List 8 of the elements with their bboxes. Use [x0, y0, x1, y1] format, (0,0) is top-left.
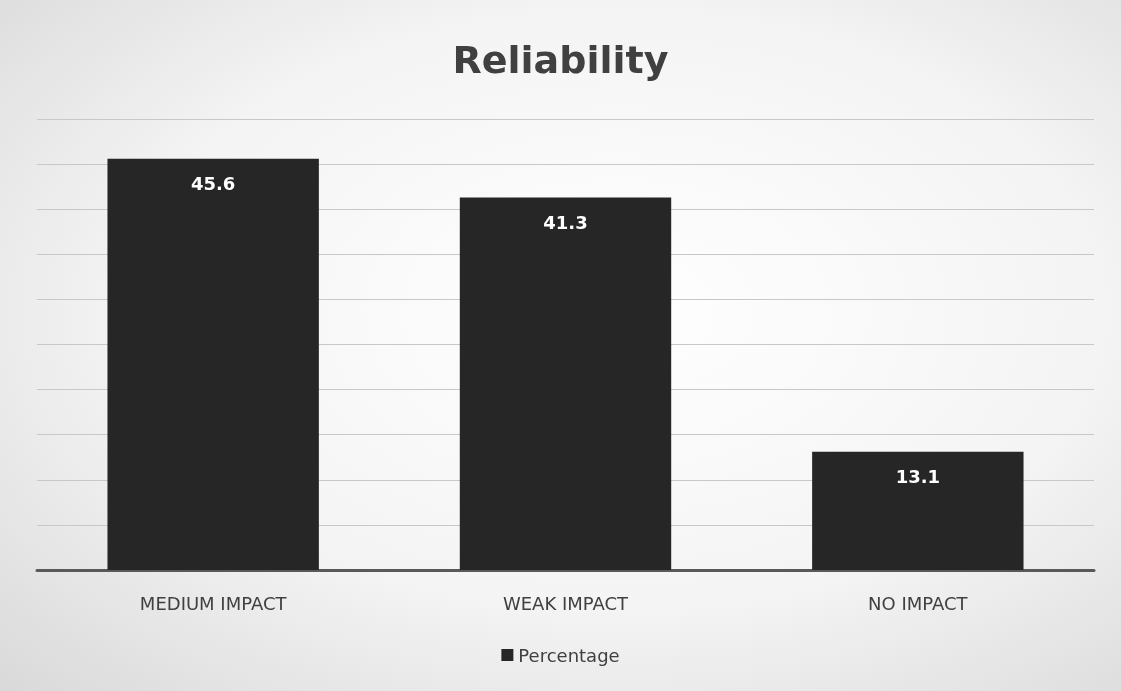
data-label: 13.1 [895, 466, 941, 488]
data-label: 41.3 [543, 211, 588, 233]
x-tick-label: MEDIUM IMPACT [139, 592, 288, 614]
legend-label: Percentage [518, 644, 620, 666]
chart-title: Reliability [452, 38, 669, 82]
data-label: 45.6 [190, 173, 236, 195]
x-tick-label: WEAK IMPACT [502, 592, 630, 614]
x-tick-label: NO IMPACT [868, 592, 969, 614]
